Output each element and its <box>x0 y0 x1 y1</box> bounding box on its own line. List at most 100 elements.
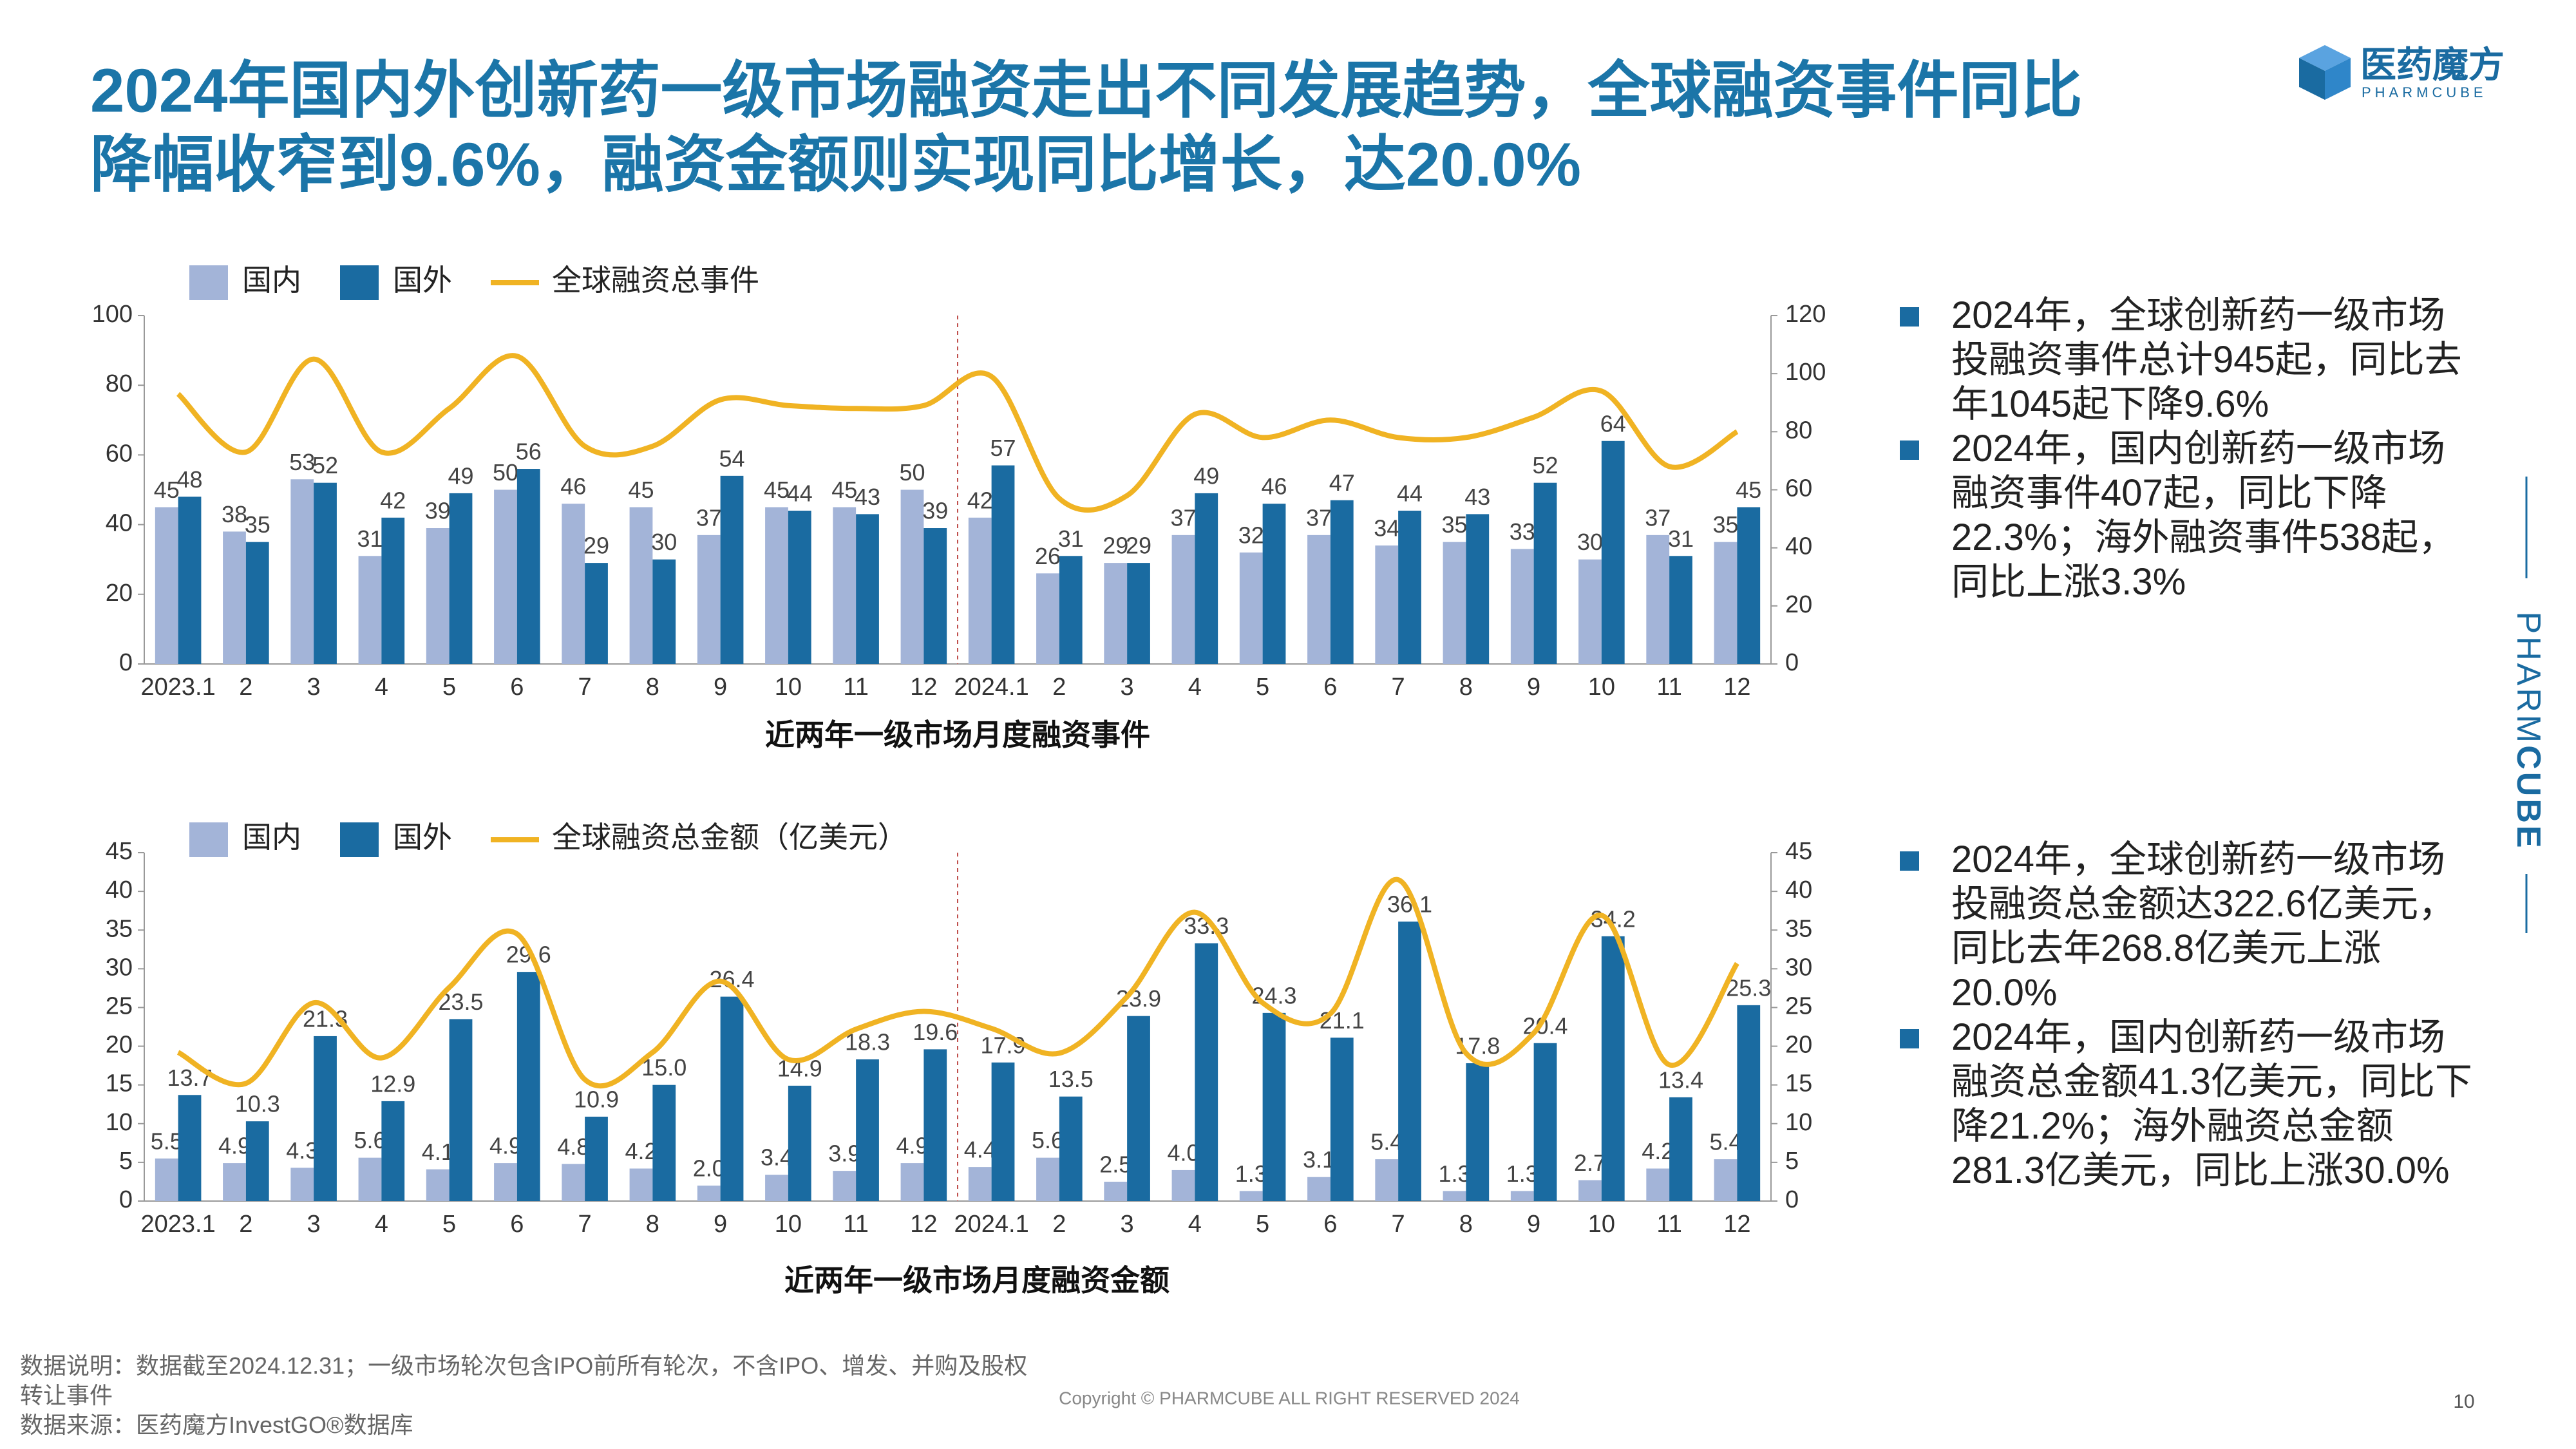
y-tick-label: 0 <box>119 649 133 676</box>
y2-tick-label: 80 <box>1785 417 1812 444</box>
x-tick-label: 10 <box>775 1211 802 1238</box>
x-tick-label: 11 <box>843 1211 868 1238</box>
bar <box>1307 535 1331 664</box>
logo: 医药魔方 PHARMCUBE <box>2299 44 2505 100</box>
data-label: 29 <box>1126 533 1151 559</box>
y-tick-label: 40 <box>106 510 133 537</box>
data-label: 12.9 <box>370 1070 415 1097</box>
x-tick-label: 12 <box>1723 674 1750 701</box>
data-label: 45 <box>831 477 857 503</box>
bar <box>788 1085 811 1201</box>
x-tick-label: 10 <box>775 674 802 701</box>
bar <box>449 1019 473 1201</box>
bar <box>1036 573 1059 664</box>
bar <box>562 1164 585 1201</box>
bullets: 2024年，全球创新药一级市场投融资总金额达322.6亿美元，同比去年268.8… <box>1900 837 2479 1193</box>
data-label: 48 <box>176 466 202 493</box>
x-tick-label: 2 <box>1052 674 1066 701</box>
side-label: PHARMCUBE <box>2510 611 2547 850</box>
bar <box>155 1158 178 1201</box>
y-tick-label: 60 <box>106 440 133 467</box>
bar <box>833 1171 857 1201</box>
data-label: 53 <box>289 449 315 475</box>
bar <box>1466 514 1490 664</box>
legend-label: 国外 <box>393 263 452 297</box>
bar <box>923 528 947 664</box>
x-tick-label: 3 <box>1121 1211 1134 1238</box>
copyright: Copyright © PHARMCUBE ALL RIGHT RESERVED… <box>1059 1388 1520 1408</box>
data-label: 31 <box>1058 526 1084 552</box>
legend-label: 全球融资总金额（亿美元） <box>552 820 907 854</box>
x-tick-label: 9 <box>714 1211 727 1238</box>
data-label: 17.9 <box>980 1032 1025 1058</box>
bar <box>1059 1096 1083 1201</box>
x-tick-label: 2023.1 <box>141 674 216 701</box>
data-label: 47 <box>1329 469 1355 496</box>
y2-tick-label: 100 <box>1785 359 1826 386</box>
data-label: 10.9 <box>574 1086 619 1112</box>
bar <box>900 489 924 664</box>
data-label: 5.4 <box>1370 1129 1403 1155</box>
x-tick-label: 4 <box>1188 1211 1202 1238</box>
bar <box>426 528 450 664</box>
x-tick-label: 5 <box>442 1211 456 1238</box>
bar <box>1669 556 1692 664</box>
data-label: 29 <box>583 533 609 559</box>
data-label: 13.5 <box>1048 1066 1094 1092</box>
data-label: 43 <box>1464 484 1490 510</box>
bar <box>1127 1016 1150 1201</box>
bar <box>697 1185 721 1201</box>
y-tick-label: 20 <box>106 1032 133 1059</box>
x-tick-label: 3 <box>1121 674 1134 701</box>
data-label: 24.3 <box>1251 982 1296 1009</box>
bar <box>223 1163 246 1201</box>
legend-swatch <box>189 822 228 857</box>
bar <box>1171 1170 1195 1201</box>
bar <box>245 1121 269 1201</box>
bar <box>585 563 608 664</box>
y-tick-label: 25 <box>106 992 133 1019</box>
bar <box>697 535 721 664</box>
bullet: 2024年，国内创新药一级市场融资总金额41.3亿美元，同比下降21.2%；海外… <box>1900 1015 2479 1193</box>
legend-swatch <box>340 822 379 857</box>
x-tick-label: 7 <box>1392 1211 1405 1238</box>
bar <box>1239 1191 1263 1201</box>
bar <box>856 1059 879 1201</box>
bar <box>968 1167 992 1201</box>
data-label: 45 <box>154 477 180 503</box>
bar <box>516 972 540 1201</box>
legend-swatch <box>340 265 379 300</box>
bullets: 2024年，全球创新药一级市场投融资事件总计945起，同比去年1045起下降9.… <box>1900 293 2479 604</box>
bar <box>381 517 405 664</box>
bar <box>652 1084 676 1201</box>
bar <box>1398 921 1421 1201</box>
y2-tick-label: 60 <box>1785 475 1812 502</box>
source: 数据来源：医药魔方InvestGO®数据库 <box>20 1412 413 1438</box>
data-label: 35 <box>1712 511 1738 538</box>
data-label: 4.4 <box>964 1137 996 1163</box>
footnote: 数据说明：数据截至2024.12.31；一级市场轮次包含IPO前所有轮次，不含I… <box>20 1352 1028 1408</box>
data-label: 45 <box>764 477 790 503</box>
x-tick-label: 2 <box>1052 1211 1066 1238</box>
y2-tick-label: 15 <box>1785 1070 1812 1097</box>
data-label: 4.2 <box>1642 1138 1674 1164</box>
y2-tick-label: 120 <box>1785 301 1826 328</box>
x-tick-label: 4 <box>1188 674 1202 701</box>
bar <box>245 542 269 664</box>
x-tick-label: 3 <box>307 674 321 701</box>
bar <box>1578 1180 1602 1201</box>
x-tick-label: 11 <box>1656 674 1681 701</box>
bar <box>290 1168 314 1201</box>
x-tick-label: 12 <box>910 674 937 701</box>
bar <box>1398 510 1421 664</box>
data-label: 4.1 <box>422 1139 454 1165</box>
data-label: 42 <box>380 487 406 513</box>
data-label: 38 <box>222 501 247 527</box>
bar <box>358 1157 382 1201</box>
bar <box>833 507 857 664</box>
data-label: 3.9 <box>828 1141 860 1167</box>
y-tick-label: 0 <box>119 1186 133 1213</box>
bar <box>381 1101 405 1201</box>
data-label: 46 <box>560 473 586 500</box>
data-label: 49 <box>1193 462 1219 489</box>
